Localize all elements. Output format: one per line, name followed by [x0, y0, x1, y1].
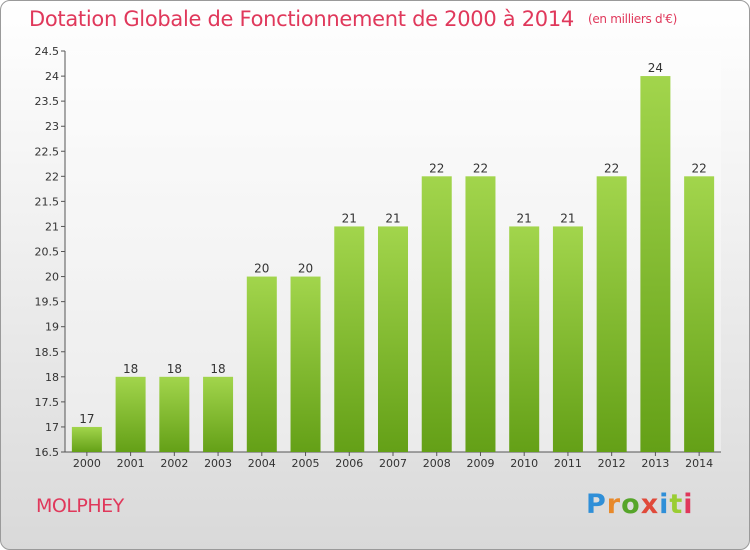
x-tick-label: 2014 [685, 457, 713, 470]
bar-value-label: 24 [648, 61, 663, 75]
bar-2006 [334, 226, 365, 452]
bar-value-label: 18 [167, 362, 182, 376]
bar-2009 [465, 176, 496, 452]
x-tick-label: 2007 [379, 457, 407, 470]
y-tick-label: 17.5 [35, 396, 60, 409]
y-tick-label: 21 [45, 220, 59, 233]
y-tick-label: 21.5 [35, 195, 60, 208]
x-tick-label: 2008 [423, 457, 451, 470]
proxiti-logo: Proxiti [586, 489, 694, 520]
x-tick-label: 2004 [248, 457, 276, 470]
y-tick-label: 23 [45, 120, 59, 133]
y-tick-label: 17 [45, 421, 59, 434]
bar-2002 [159, 376, 190, 452]
bar-value-label: 22 [691, 161, 706, 175]
y-tick-label: 20.5 [35, 246, 60, 259]
logo-letter: r [606, 489, 622, 520]
logo-letter: P [586, 489, 607, 520]
x-tick-label: 2011 [554, 457, 582, 470]
commune-name: MOLPHEY [36, 495, 124, 517]
chart-title: Dotation Globale de Fonctionnement de 20… [29, 7, 677, 31]
x-tick-label: 2013 [641, 457, 669, 470]
bar-value-label: 17 [79, 412, 94, 426]
bar-2005 [290, 276, 321, 452]
logo-letter: i [683, 489, 694, 520]
bar-value-label: 21 [342, 211, 357, 225]
title-text: Dotation Globale de Fonctionnement de 20… [29, 7, 574, 31]
y-tick-label: 18 [45, 371, 59, 384]
y-tick-label: 19.5 [35, 296, 60, 309]
logo-letter: o [621, 489, 641, 520]
bar-2011 [552, 226, 583, 452]
x-tick-label: 2005 [292, 457, 320, 470]
x-tick-label: 2009 [466, 457, 494, 470]
bar-value-label: 21 [560, 211, 575, 225]
y-tick-label: 24 [45, 70, 59, 83]
x-tick-label: 2012 [598, 457, 626, 470]
bar-2001 [115, 376, 146, 452]
bar-2008 [421, 176, 452, 452]
bar-value-label: 22 [604, 161, 619, 175]
bar-value-label: 18 [123, 362, 138, 376]
bar-2010 [509, 226, 540, 452]
bar-2007 [378, 226, 408, 452]
y-tick-label: 19 [45, 321, 59, 334]
y-tick-label: 23.5 [35, 95, 60, 108]
x-tick-label: 2006 [335, 457, 363, 470]
bar-value-label: 18 [210, 362, 225, 376]
logo-letter: x [640, 489, 660, 520]
y-tick-label: 18.5 [35, 346, 60, 359]
y-tick-label: 22.5 [35, 145, 60, 158]
y-tick-label: 22 [45, 170, 59, 183]
bar-value-label: 21 [517, 211, 532, 225]
logo-letter: i [659, 489, 670, 520]
x-tick-label: 2000 [73, 457, 101, 470]
bar-value-label: 22 [429, 161, 444, 175]
y-tick-label: 24.5 [35, 45, 60, 58]
bar-2014 [684, 176, 715, 452]
bar-value-label: 20 [254, 262, 269, 276]
x-tick-label: 2001 [117, 457, 145, 470]
x-tick-label: 2002 [160, 457, 188, 470]
y-tick-label: 16.5 [35, 446, 60, 459]
bar-value-label: 22 [473, 161, 488, 175]
bar-2004 [246, 276, 277, 452]
bar-2003 [203, 376, 234, 452]
bar-value-label: 20 [298, 262, 313, 276]
y-tick-label: 20 [45, 271, 59, 284]
logo-letter: t [669, 489, 684, 520]
unit-note: (en milliers d'€) [587, 12, 677, 26]
x-tick-label: 2003 [204, 457, 232, 470]
bar-2013 [640, 76, 671, 452]
bar-value-label: 21 [385, 211, 400, 225]
x-tick-label: 2010 [510, 457, 538, 470]
bar-2012 [596, 176, 627, 452]
bar-2000 [71, 426, 102, 452]
